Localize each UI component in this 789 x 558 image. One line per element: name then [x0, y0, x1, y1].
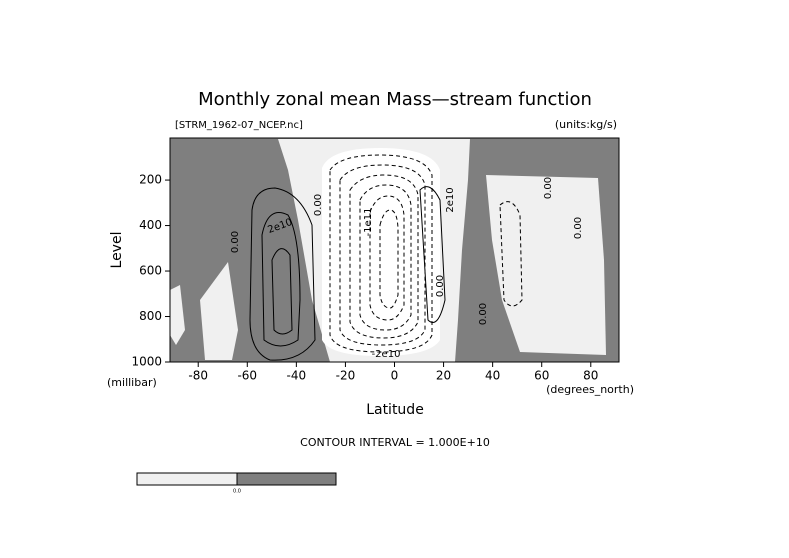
colorbar-negative — [136, 472, 238, 486]
contour-line — [369, 195, 405, 321]
contour-label: -2e10 — [372, 349, 401, 360]
x-tick-label: -20 — [336, 369, 356, 383]
colorbar-positive — [236, 472, 337, 486]
contour-line — [339, 164, 426, 346]
contour-line — [349, 174, 419, 339]
subtitle-right: (units:kg/s) — [555, 118, 617, 131]
x-tick-label: -40 — [287, 369, 307, 383]
contour-label: -1e11 — [363, 208, 374, 237]
contour-label: 0.00 — [230, 231, 241, 253]
x-tick-label: -60 — [237, 369, 257, 383]
y-unit: (millibar) — [107, 376, 157, 389]
inner-region — [322, 148, 440, 356]
y-axis-label: Level — [109, 232, 125, 269]
y-tick-label: 200 — [139, 173, 162, 187]
y-tick-label: 400 — [139, 218, 162, 232]
negative-area — [170, 285, 185, 345]
x-tick-label: 60 — [534, 369, 549, 383]
contour-label: 0.00 — [313, 194, 324, 216]
x-tick-label: 40 — [485, 369, 500, 383]
negative-area — [200, 262, 238, 360]
contour-line — [261, 212, 301, 347]
chart-title: Monthly zonal mean Mass—stream function — [198, 89, 592, 110]
y-tick-label: 1000 — [131, 355, 162, 369]
x-tick-label: 0 — [391, 369, 399, 383]
contour-line — [359, 184, 412, 331]
contour-interval: CONTOUR INTERVAL = 1.000E+10 — [300, 436, 490, 449]
contour-line — [249, 187, 316, 361]
contour-line — [499, 201, 523, 307]
contour-label: 0.00 — [543, 177, 554, 199]
x-tick-label: 20 — [436, 369, 451, 383]
x-unit: (degrees_north) — [546, 383, 634, 396]
contour-field — [170, 138, 619, 362]
contour-line — [271, 248, 293, 335]
colorbar-label: 0.0 — [233, 489, 241, 495]
contour-label: 0.00 — [478, 303, 489, 325]
contour-line — [329, 154, 433, 353]
contour-line — [379, 209, 399, 309]
contour-label: 0.00 — [435, 275, 446, 297]
x-axis-label: Latitude — [366, 402, 424, 418]
x-tick-label: 80 — [583, 369, 598, 383]
contour-label: 2e10 — [445, 187, 456, 212]
negative-area — [486, 175, 606, 355]
y-tick-label: 600 — [139, 264, 162, 278]
x-tick-label: -80 — [188, 369, 208, 383]
contour-label: 0.00 — [573, 217, 584, 239]
y-tick-label: 800 — [139, 309, 162, 323]
subtitle-left: [STRM_1962-07_NCEP.nc] — [175, 120, 303, 131]
